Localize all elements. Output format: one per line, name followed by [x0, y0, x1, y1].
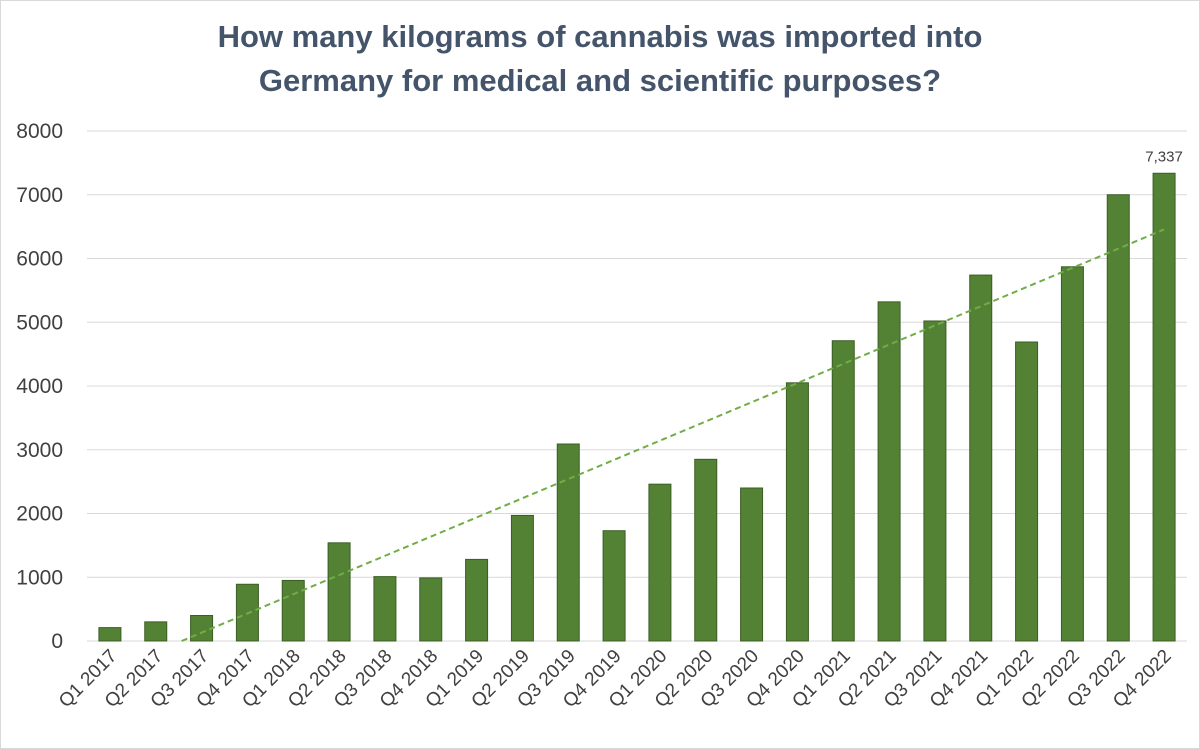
bar-q1-2021: [831, 340, 855, 642]
chart-title: How many kilograms of cannabis was impor…: [1, 15, 1199, 103]
bar-q3-2018: [373, 576, 397, 642]
bar-q2-2021: [877, 301, 901, 642]
y-tick-label: 0: [51, 630, 63, 653]
bar-q4-2018: [419, 577, 443, 642]
bar-q3-2020: [740, 487, 764, 642]
bar-q1-2022: [1015, 341, 1039, 642]
bar-q4-2019: [602, 530, 626, 642]
bar-q1-2020: [648, 483, 672, 642]
bar-q4-2021: [969, 274, 993, 642]
bar-q3-2017: [190, 615, 214, 642]
y-tick-label: 8000: [16, 120, 63, 143]
y-tick-label: 5000: [16, 311, 63, 334]
bar-q2-2019: [510, 514, 534, 642]
chart-title-line-2: Germany for medical and scientific purpo…: [258, 63, 942, 98]
bar-q4-2020: [785, 382, 809, 642]
bar-q2-2018: [327, 542, 351, 642]
bar-q2-2017: [144, 621, 168, 642]
bar-q3-2022: [1106, 194, 1130, 642]
data-label: 7,337: [1145, 148, 1183, 165]
bar-q1-2019: [465, 558, 489, 642]
y-tick-label: 3000: [16, 439, 63, 462]
bar-q1-2018: [281, 579, 305, 642]
trendline: [181, 228, 1165, 642]
y-tick-label: 6000: [16, 248, 63, 271]
bar-q4-2022: [1152, 172, 1176, 642]
y-tick-label: 2000: [16, 503, 63, 526]
bar-q3-2019: [556, 443, 580, 642]
y-tick-label: 7000: [16, 184, 63, 207]
bar-q1-2017: [98, 627, 122, 642]
bar-q2-2020: [694, 458, 718, 642]
y-tick-label: 4000: [16, 375, 63, 398]
y-tick-label: 1000: [16, 566, 63, 589]
chart-title-line-1: How many kilograms of cannabis was impor…: [217, 19, 983, 54]
bar-q2-2022: [1060, 266, 1084, 642]
bar-q3-2021: [923, 320, 947, 642]
